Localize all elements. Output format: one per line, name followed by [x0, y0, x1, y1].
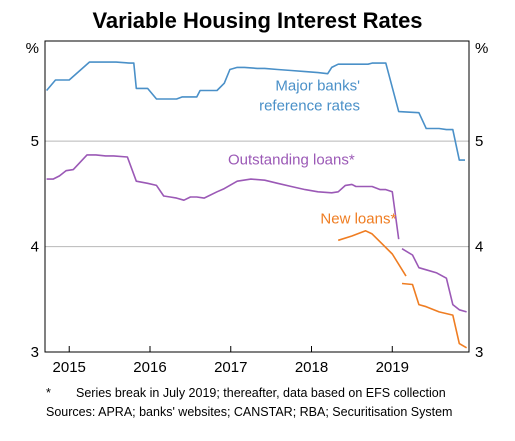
x-tick-label: 2018: [295, 359, 328, 376]
series-lines: [45, 61, 467, 349]
series-annotation: Outstanding loans*: [228, 151, 355, 168]
series-line-3: [337, 230, 407, 277]
series-line-4: [401, 282, 467, 349]
axis-labels: 3 3 4 4 5 5% % 2015 2016 2017 2018 2019: [26, 40, 489, 376]
y-unit-left: %: [26, 40, 39, 57]
chart-title: Variable Housing Interest Rates: [92, 8, 423, 33]
y-tick-label-right: 3: [475, 344, 483, 361]
series-line-2: [401, 248, 467, 313]
y-tick-label-right: 5: [475, 133, 483, 150]
plot-frame: [44, 40, 470, 353]
footnote-star: *: [46, 386, 51, 400]
sources-note: Sources: APRA; banks' websites; CANSTAR;…: [46, 405, 453, 419]
x-tick-label: 2016: [133, 359, 166, 376]
axis-ticks: [68, 346, 393, 352]
series-annotation: New loans*: [320, 210, 396, 227]
x-tick-label: 2017: [214, 359, 247, 376]
series-line-0: [45, 61, 465, 161]
y-tick-label-left: 4: [31, 239, 39, 256]
y-tick-label-left: 5: [31, 133, 39, 150]
series-annotation: reference rates: [259, 98, 360, 115]
x-tick-label: 2015: [53, 359, 86, 376]
series-line-1: [46, 154, 400, 240]
gridlines: [45, 140, 469, 248]
y-tick-label-left: 3: [31, 344, 39, 361]
x-tick-label: 2019: [376, 359, 409, 376]
y-tick-label-right: 4: [475, 239, 483, 256]
series-annotations: Major banks' reference rates Outstanding l…: [228, 78, 397, 228]
series-annotation: Major banks': [275, 78, 360, 95]
footnote-series-break: Series break in July 2019; thereafter, d…: [76, 386, 446, 400]
y-unit-right: %: [475, 40, 488, 57]
